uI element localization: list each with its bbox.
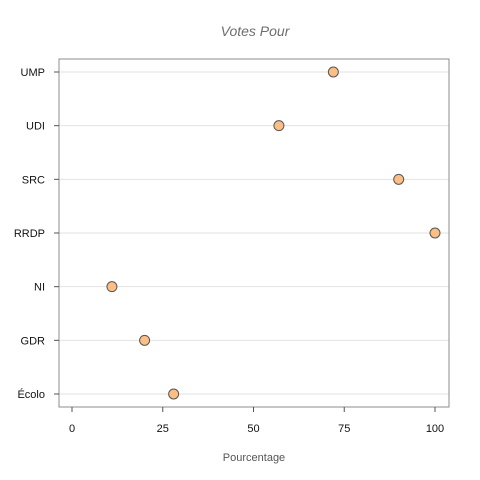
data-point-1 <box>273 120 285 132</box>
x-axis-ticks: 0 25 50 75 100 <box>69 407 444 435</box>
data-point-3 <box>429 227 441 239</box>
data-point-0 <box>327 66 339 78</box>
category-label-0: UMP <box>21 67 45 79</box>
category-label-4: NI <box>34 282 45 294</box>
chart-title: Votes Pour <box>221 23 291 39</box>
x-tick-label-3: 75 <box>338 423 350 435</box>
data-points <box>106 66 441 400</box>
category-label-3: RRDP <box>14 228 45 240</box>
category-labels: UMP UDI SRC RRDP NI GDR Écolo <box>14 67 59 401</box>
x-tick-label-4: 100 <box>426 423 444 435</box>
data-point-6 <box>168 388 180 400</box>
x-tick-label-2: 50 <box>247 423 259 435</box>
gridlines <box>59 71 449 395</box>
category-label-2: SRC <box>22 174 45 186</box>
x-tick-label-0: 0 <box>69 423 75 435</box>
data-point-2 <box>393 173 405 185</box>
x-tick-label-1: 25 <box>157 423 169 435</box>
x-axis-label: Pourcentage <box>223 452 285 464</box>
category-label-1: UDI <box>26 121 45 133</box>
category-label-5: GDR <box>21 335 46 347</box>
data-point-4 <box>106 281 118 293</box>
category-label-6: Écolo <box>17 388 45 401</box>
data-point-5 <box>139 334 151 346</box>
